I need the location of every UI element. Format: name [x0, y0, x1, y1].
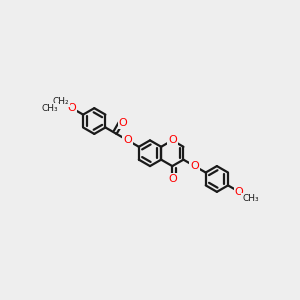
Text: CH₃: CH₃: [41, 104, 58, 113]
Text: O: O: [68, 103, 76, 113]
Text: O: O: [190, 161, 199, 171]
Text: O: O: [168, 135, 177, 145]
Text: CH₂: CH₂: [52, 97, 69, 106]
Text: CH₃: CH₃: [242, 194, 259, 203]
Text: O: O: [123, 135, 132, 145]
Text: O: O: [235, 187, 244, 197]
Text: O: O: [168, 174, 177, 184]
Text: O: O: [118, 118, 127, 128]
